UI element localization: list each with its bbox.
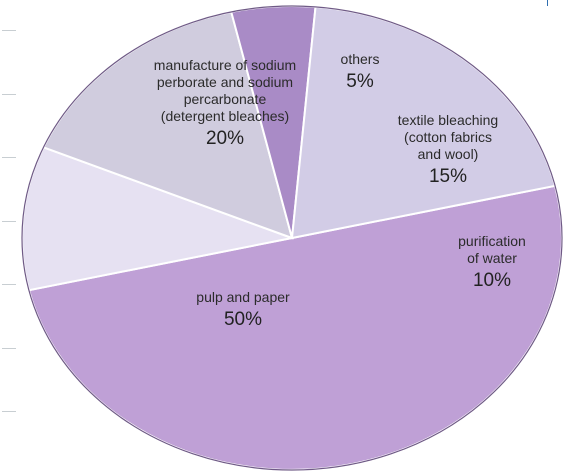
slice-label-textile-bleaching: textile bleaching (cotton fabrics and wool… <box>398 112 498 162</box>
slice-percent-others: 5% <box>346 71 374 92</box>
slice-label-line: pulp and paper <box>196 289 290 305</box>
corner-marker <box>547 0 548 6</box>
slice-label-line: textile bleaching <box>398 112 498 128</box>
slice-label-pulp-and-paper: pulp and paper <box>196 289 290 305</box>
slice-label-line: and wool) <box>418 146 479 162</box>
edge-tick <box>2 30 16 31</box>
pie-slices <box>21 4 563 471</box>
slice-label-line: manufacture of sodium <box>154 57 296 73</box>
edge-tick <box>2 221 16 222</box>
edge-tick <box>2 348 16 349</box>
edge-tick <box>2 284 16 285</box>
pie-labels: pulp and paper 50% purification of water 10%… <box>154 51 526 330</box>
slice-percent-pulp-and-paper: 50% <box>224 309 262 330</box>
slice-label-detergent-bleaches: manufacture of sodium perborate and sodiu… <box>154 57 296 124</box>
edge-tick <box>2 411 16 412</box>
slice-label-line: percarbonate <box>184 91 267 107</box>
slice-label-line: of water <box>467 250 517 266</box>
slice-label-line: (detergent bleaches) <box>161 108 289 124</box>
slice-percent-detergent-bleaches: 20% <box>206 128 244 149</box>
edge-tick <box>2 94 16 95</box>
slice-label-others: others <box>341 51 380 67</box>
slice-label-line: purification <box>458 233 526 249</box>
edge-tick <box>2 157 16 158</box>
pie-outline <box>21 5 563 471</box>
slice-label-line: perborate and sodium <box>157 74 293 90</box>
slice-label-purification-of-water: purification of water <box>458 233 526 266</box>
slice-percent-purification-of-water: 10% <box>473 270 511 291</box>
slice-label-line: (cotton fabrics <box>404 129 492 145</box>
slice-percent-textile-bleaching: 15% <box>429 166 467 187</box>
slice-label-line: others <box>341 51 380 67</box>
